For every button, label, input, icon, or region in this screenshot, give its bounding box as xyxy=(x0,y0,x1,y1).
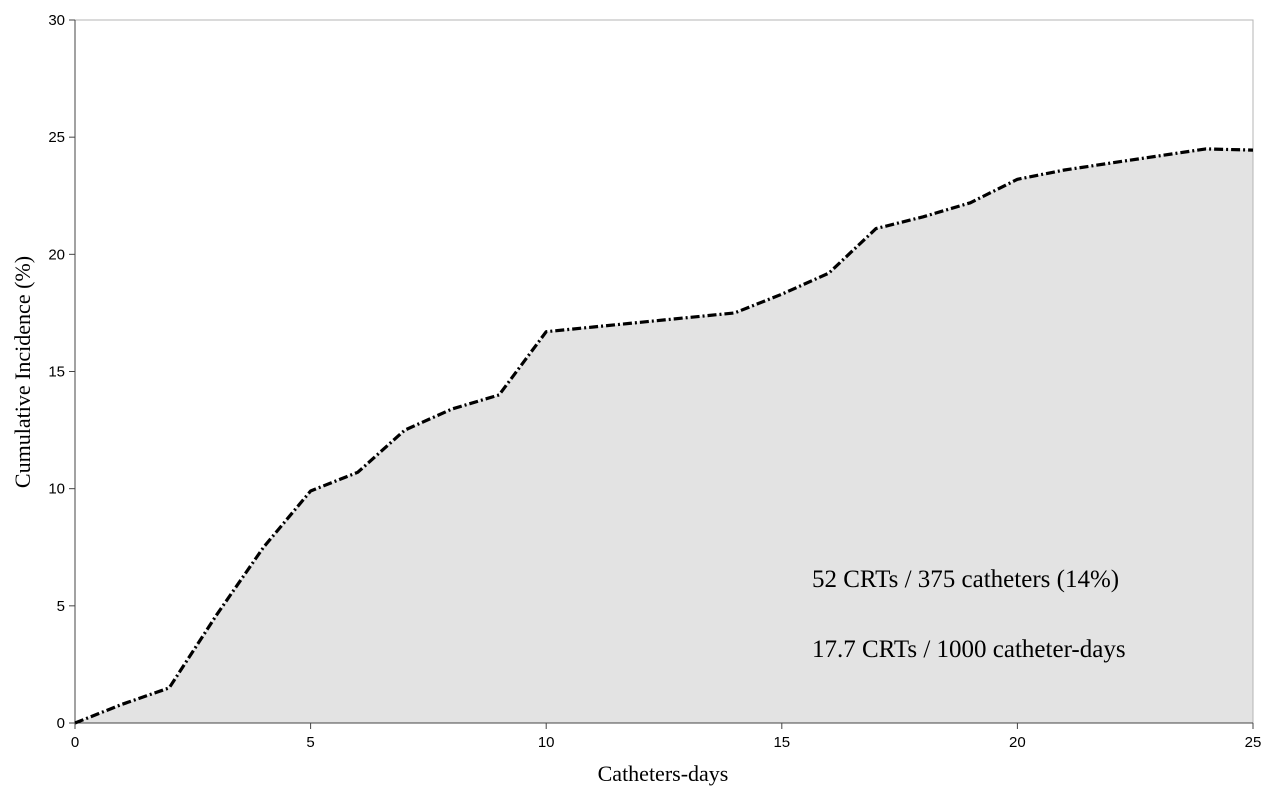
y-tick-label: 10 xyxy=(48,481,65,498)
x-tick-label: 5 xyxy=(306,734,314,751)
x-tick-label: 15 xyxy=(773,734,790,751)
x-tick-label: 0 xyxy=(71,734,79,751)
x-tick-label: 25 xyxy=(1245,734,1262,751)
area-fill xyxy=(75,148,1253,723)
x-tick-label: 20 xyxy=(1009,734,1026,751)
x-axis-title: Catheters-days xyxy=(598,761,729,786)
series-line xyxy=(74,147,1254,725)
annotation-crt-rate: 17.7 CRTs / 1000 catheter-days xyxy=(812,636,1126,663)
y-tick-label: 20 xyxy=(48,246,65,263)
y-tick-label: 30 xyxy=(48,12,65,29)
x-tick-label: 10 xyxy=(538,734,555,751)
y-tick-label: 25 xyxy=(48,129,65,146)
y-tick-label: 15 xyxy=(48,364,65,381)
y-tick-label: 5 xyxy=(57,598,65,615)
y-tick-label: 0 xyxy=(57,715,65,732)
annotation-crt-count: 52 CRTs / 375 catheters (14%) xyxy=(812,566,1119,593)
y-axis-title: Cumulative Incidence (%) xyxy=(10,256,35,488)
